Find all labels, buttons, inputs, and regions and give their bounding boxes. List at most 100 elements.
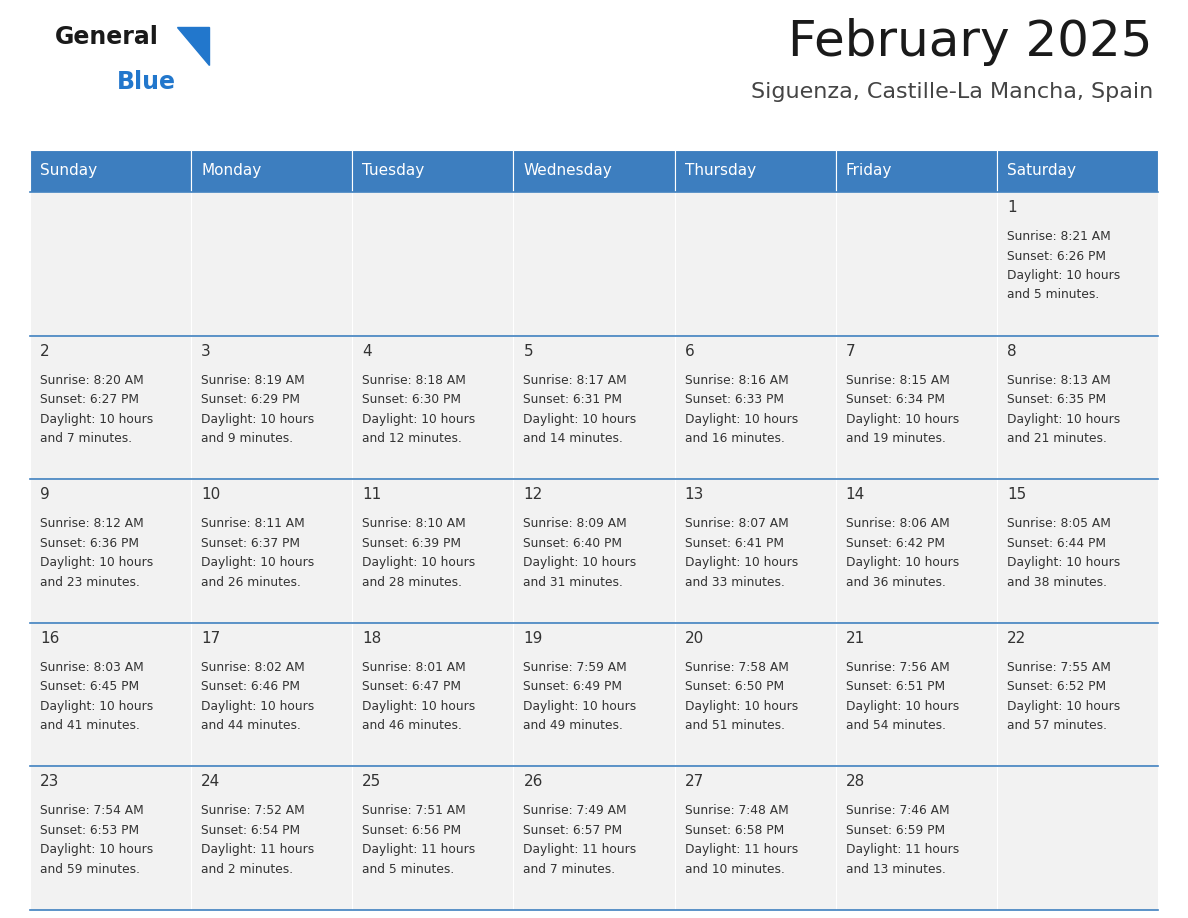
Text: Sunset: 6:49 PM: Sunset: 6:49 PM — [524, 680, 623, 693]
Text: Sunset: 6:34 PM: Sunset: 6:34 PM — [846, 393, 944, 406]
Bar — [835, 622, 997, 767]
Text: Daylight: 11 hours: Daylight: 11 hours — [684, 844, 798, 856]
Text: Daylight: 10 hours: Daylight: 10 hours — [846, 556, 959, 569]
Text: Sunrise: 7:55 AM: Sunrise: 7:55 AM — [1007, 661, 1111, 674]
Text: Sunset: 6:33 PM: Sunset: 6:33 PM — [684, 393, 784, 406]
Text: Sunrise: 7:54 AM: Sunrise: 7:54 AM — [40, 804, 144, 817]
Bar — [835, 336, 997, 479]
Text: Sunset: 6:27 PM: Sunset: 6:27 PM — [40, 393, 139, 406]
Text: Sunrise: 8:03 AM: Sunrise: 8:03 AM — [40, 661, 144, 674]
Text: 5: 5 — [524, 343, 533, 359]
Text: and 38 minutes.: and 38 minutes. — [1007, 576, 1107, 588]
Text: 20: 20 — [684, 631, 703, 645]
Text: Sunrise: 8:05 AM: Sunrise: 8:05 AM — [1007, 517, 1111, 531]
Text: Sunset: 6:52 PM: Sunset: 6:52 PM — [1007, 680, 1106, 693]
Text: and 16 minutes.: and 16 minutes. — [684, 432, 784, 445]
Text: Sunrise: 7:49 AM: Sunrise: 7:49 AM — [524, 804, 627, 817]
Text: and 10 minutes.: and 10 minutes. — [684, 863, 784, 876]
Text: and 23 minutes.: and 23 minutes. — [40, 576, 140, 588]
Text: Sunrise: 8:21 AM: Sunrise: 8:21 AM — [1007, 230, 1111, 243]
Bar — [675, 479, 835, 622]
Text: Sunset: 6:26 PM: Sunset: 6:26 PM — [1007, 250, 1106, 263]
Text: Sunrise: 8:19 AM: Sunrise: 8:19 AM — [201, 374, 305, 386]
Text: and 36 minutes.: and 36 minutes. — [846, 576, 946, 588]
Text: Sunset: 6:40 PM: Sunset: 6:40 PM — [524, 537, 623, 550]
Text: 16: 16 — [40, 631, 59, 645]
Text: 15: 15 — [1007, 487, 1026, 502]
Polygon shape — [177, 27, 209, 65]
Bar — [513, 767, 675, 910]
Bar — [353, 622, 513, 767]
Text: Sunset: 6:59 PM: Sunset: 6:59 PM — [846, 823, 944, 837]
Bar — [835, 150, 997, 192]
Text: Sunrise: 7:51 AM: Sunrise: 7:51 AM — [362, 804, 466, 817]
Text: 17: 17 — [201, 631, 221, 645]
Text: Daylight: 10 hours: Daylight: 10 hours — [40, 556, 153, 569]
Text: Sunrise: 7:59 AM: Sunrise: 7:59 AM — [524, 661, 627, 674]
Bar — [191, 336, 353, 479]
Text: 27: 27 — [684, 775, 703, 789]
Text: Blue: Blue — [116, 70, 176, 94]
Text: and 44 minutes.: and 44 minutes. — [201, 720, 301, 733]
Bar — [353, 479, 513, 622]
Text: Sunrise: 8:17 AM: Sunrise: 8:17 AM — [524, 374, 627, 386]
Text: Sunset: 6:53 PM: Sunset: 6:53 PM — [40, 823, 139, 837]
Text: Sunset: 6:39 PM: Sunset: 6:39 PM — [362, 537, 461, 550]
Text: 2: 2 — [40, 343, 50, 359]
Bar — [997, 192, 1158, 336]
Text: Daylight: 10 hours: Daylight: 10 hours — [684, 412, 798, 426]
Bar — [513, 479, 675, 622]
Text: and 31 minutes.: and 31 minutes. — [524, 576, 624, 588]
Text: 9: 9 — [40, 487, 50, 502]
Bar — [675, 767, 835, 910]
Bar — [997, 767, 1158, 910]
Text: Siguenza, Castille-La Mancha, Spain: Siguenza, Castille-La Mancha, Spain — [751, 82, 1154, 102]
Bar — [353, 336, 513, 479]
Text: and 14 minutes.: and 14 minutes. — [524, 432, 624, 445]
Text: Daylight: 10 hours: Daylight: 10 hours — [40, 700, 153, 712]
Text: 25: 25 — [362, 775, 381, 789]
Text: Sunrise: 7:56 AM: Sunrise: 7:56 AM — [846, 661, 949, 674]
Text: Daylight: 10 hours: Daylight: 10 hours — [846, 700, 959, 712]
Text: Sunrise: 8:20 AM: Sunrise: 8:20 AM — [40, 374, 144, 386]
Text: Daylight: 11 hours: Daylight: 11 hours — [201, 844, 315, 856]
Text: February 2025: February 2025 — [789, 18, 1154, 66]
Text: Daylight: 10 hours: Daylight: 10 hours — [362, 700, 475, 712]
Bar — [997, 150, 1158, 192]
Text: Sunrise: 8:13 AM: Sunrise: 8:13 AM — [1007, 374, 1111, 386]
Text: Sunrise: 8:15 AM: Sunrise: 8:15 AM — [846, 374, 949, 386]
Text: Daylight: 10 hours: Daylight: 10 hours — [684, 556, 798, 569]
Text: Sunrise: 8:01 AM: Sunrise: 8:01 AM — [362, 661, 466, 674]
Text: Daylight: 10 hours: Daylight: 10 hours — [524, 412, 637, 426]
Text: 19: 19 — [524, 631, 543, 645]
Bar — [513, 336, 675, 479]
Text: Daylight: 11 hours: Daylight: 11 hours — [846, 844, 959, 856]
Bar — [835, 192, 997, 336]
Bar — [835, 767, 997, 910]
Text: and 5 minutes.: and 5 minutes. — [1007, 288, 1099, 301]
Bar — [513, 622, 675, 767]
Text: and 5 minutes.: and 5 minutes. — [362, 863, 455, 876]
Text: 12: 12 — [524, 487, 543, 502]
Text: 13: 13 — [684, 487, 704, 502]
Text: Sunset: 6:54 PM: Sunset: 6:54 PM — [201, 823, 301, 837]
Text: Sunrise: 7:46 AM: Sunrise: 7:46 AM — [846, 804, 949, 817]
Text: Saturday: Saturday — [1007, 163, 1076, 178]
Text: and 19 minutes.: and 19 minutes. — [846, 432, 946, 445]
Text: Daylight: 11 hours: Daylight: 11 hours — [524, 844, 637, 856]
Text: Sunset: 6:51 PM: Sunset: 6:51 PM — [846, 680, 944, 693]
Text: 14: 14 — [846, 487, 865, 502]
Text: Sunrise: 8:09 AM: Sunrise: 8:09 AM — [524, 517, 627, 531]
Bar — [30, 336, 191, 479]
Text: and 49 minutes.: and 49 minutes. — [524, 720, 624, 733]
Text: Sunrise: 8:11 AM: Sunrise: 8:11 AM — [201, 517, 305, 531]
Text: and 26 minutes.: and 26 minutes. — [201, 576, 301, 588]
Text: Daylight: 10 hours: Daylight: 10 hours — [1007, 700, 1120, 712]
Text: Wednesday: Wednesday — [524, 163, 612, 178]
Bar — [835, 479, 997, 622]
Text: Sunrise: 8:12 AM: Sunrise: 8:12 AM — [40, 517, 144, 531]
Bar — [675, 336, 835, 479]
Bar — [191, 192, 353, 336]
Bar — [675, 192, 835, 336]
Bar — [997, 336, 1158, 479]
